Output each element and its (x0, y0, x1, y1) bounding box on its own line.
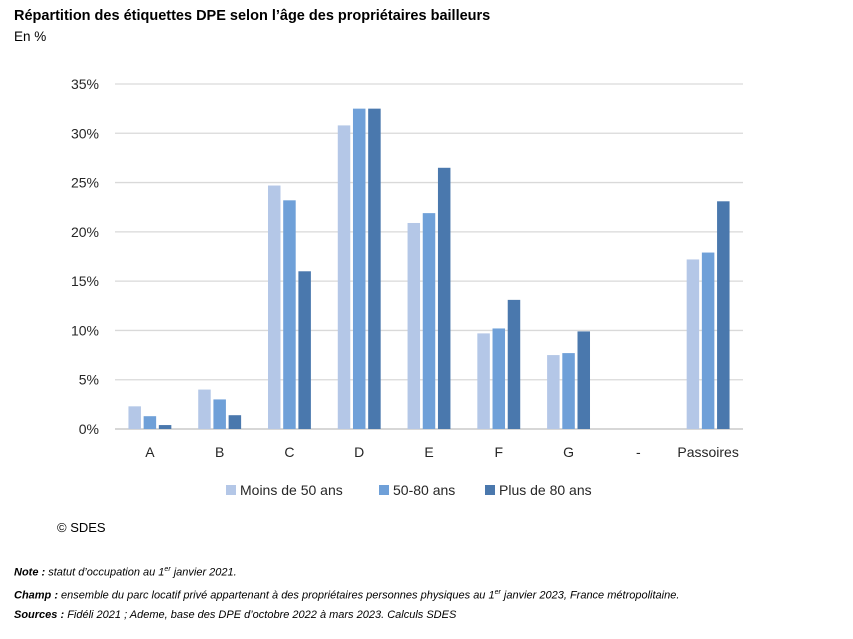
y-tick-label: 10% (71, 322, 99, 338)
bar-c-series-1 (267, 185, 281, 429)
sources-line: Sources : Fidéli 2021 ; Ademe, base des … (14, 605, 679, 625)
bar-d-series-2 (352, 108, 366, 430)
note-sup: er (164, 566, 171, 573)
bar-b-series-1 (198, 389, 211, 429)
bar-f-series-2 (492, 328, 506, 429)
bar-d-series-1 (337, 125, 351, 430)
bar-c-series-3 (298, 271, 311, 429)
bar-g-series-2 (562, 353, 575, 429)
bar-g-series-3 (577, 331, 591, 429)
note-text-b: janvier 2021. (170, 566, 237, 579)
legend-swatch (226, 485, 236, 495)
bar-e-series-1 (407, 222, 421, 429)
bar-c-series-2 (283, 200, 296, 429)
note-text-a: statut d’occupation au 1 (45, 566, 165, 579)
bar-f-series-3 (507, 299, 521, 429)
x-tick-label: E (424, 444, 433, 460)
x-tick-label: Passoires (677, 444, 738, 460)
x-tick-label: - (636, 444, 641, 460)
legend-label: Moins de 50 ans (240, 482, 343, 498)
legend-label: Plus de 80 ans (499, 482, 592, 498)
chart-title: Répartition des étiquettes DPE selon l’â… (14, 8, 491, 24)
x-tick-label: D (354, 444, 364, 460)
sources-text: Fidéli 2021 ; Ademe, base des DPE d’octo… (64, 609, 457, 622)
legend: Moins de 50 ans 50-80 ans Plus de 80 ans (226, 482, 592, 498)
bar-passoires-series-1 (686, 259, 700, 429)
x-tick-label: F (494, 444, 503, 460)
champ-text-a: ensemble du parc locatif privé appartena… (58, 589, 495, 602)
bar-e-series-3 (437, 167, 451, 430)
bar-passoires-series-3 (717, 201, 730, 429)
y-tick-label: 20% (71, 224, 99, 240)
x-axis-ticks: A B C D E F G - Passoires (145, 444, 739, 460)
legend-swatch (485, 485, 495, 495)
bar-a-series-2 (143, 416, 157, 429)
champ-text-b: janvier 2023, France métropolitaine. (500, 589, 680, 602)
bar-g-series-1 (547, 355, 560, 429)
bar-a-series-3 (158, 425, 172, 429)
note-line: Note : statut d’occupation au 1er janvie… (14, 560, 679, 583)
bar-chart: 0% 5% 10% 15% 20% 25% 30% 35% A B C D E F G - Passoires… (71, 76, 743, 498)
bar-f-series-1 (477, 333, 490, 429)
bar-b-series-3 (228, 415, 242, 429)
champ-line: Champ : ensemble du parc locatif privé a… (14, 583, 679, 606)
bar-e-series-2 (422, 213, 436, 429)
y-tick-label: 15% (71, 273, 99, 289)
y-tick-label: 35% (71, 76, 99, 92)
x-tick-label: B (215, 444, 224, 460)
copyright: © SDES (57, 520, 106, 535)
y-tick-label: 5% (79, 372, 99, 388)
bars (128, 108, 730, 430)
y-tick-label: 25% (71, 175, 99, 191)
y-tick-label: 0% (79, 421, 99, 437)
champ-label: Champ : (14, 589, 58, 602)
legend-swatch (379, 485, 389, 495)
y-axis-ticks: 0% 5% 10% 15% 20% 25% 30% 35% (71, 76, 99, 437)
gridlines (115, 83, 743, 430)
x-tick-label: G (563, 444, 574, 460)
note-label: Note : (14, 566, 46, 579)
champ-sup: er (494, 588, 501, 596)
bar-b-series-2 (213, 399, 226, 429)
x-tick-label: C (284, 444, 294, 460)
y-tick-label: 30% (71, 125, 99, 141)
chart-subtitle: En % (14, 29, 47, 44)
bar-passoires-series-2 (701, 252, 715, 429)
footnotes: Note : statut d’occupation au 1er janvie… (14, 560, 679, 625)
bar-d-series-3 (368, 108, 381, 430)
legend-label: 50-80 ans (393, 482, 455, 498)
bar-a-series-1 (128, 406, 141, 429)
sources-label: Sources : (14, 609, 65, 622)
x-tick-label: A (145, 444, 155, 460)
